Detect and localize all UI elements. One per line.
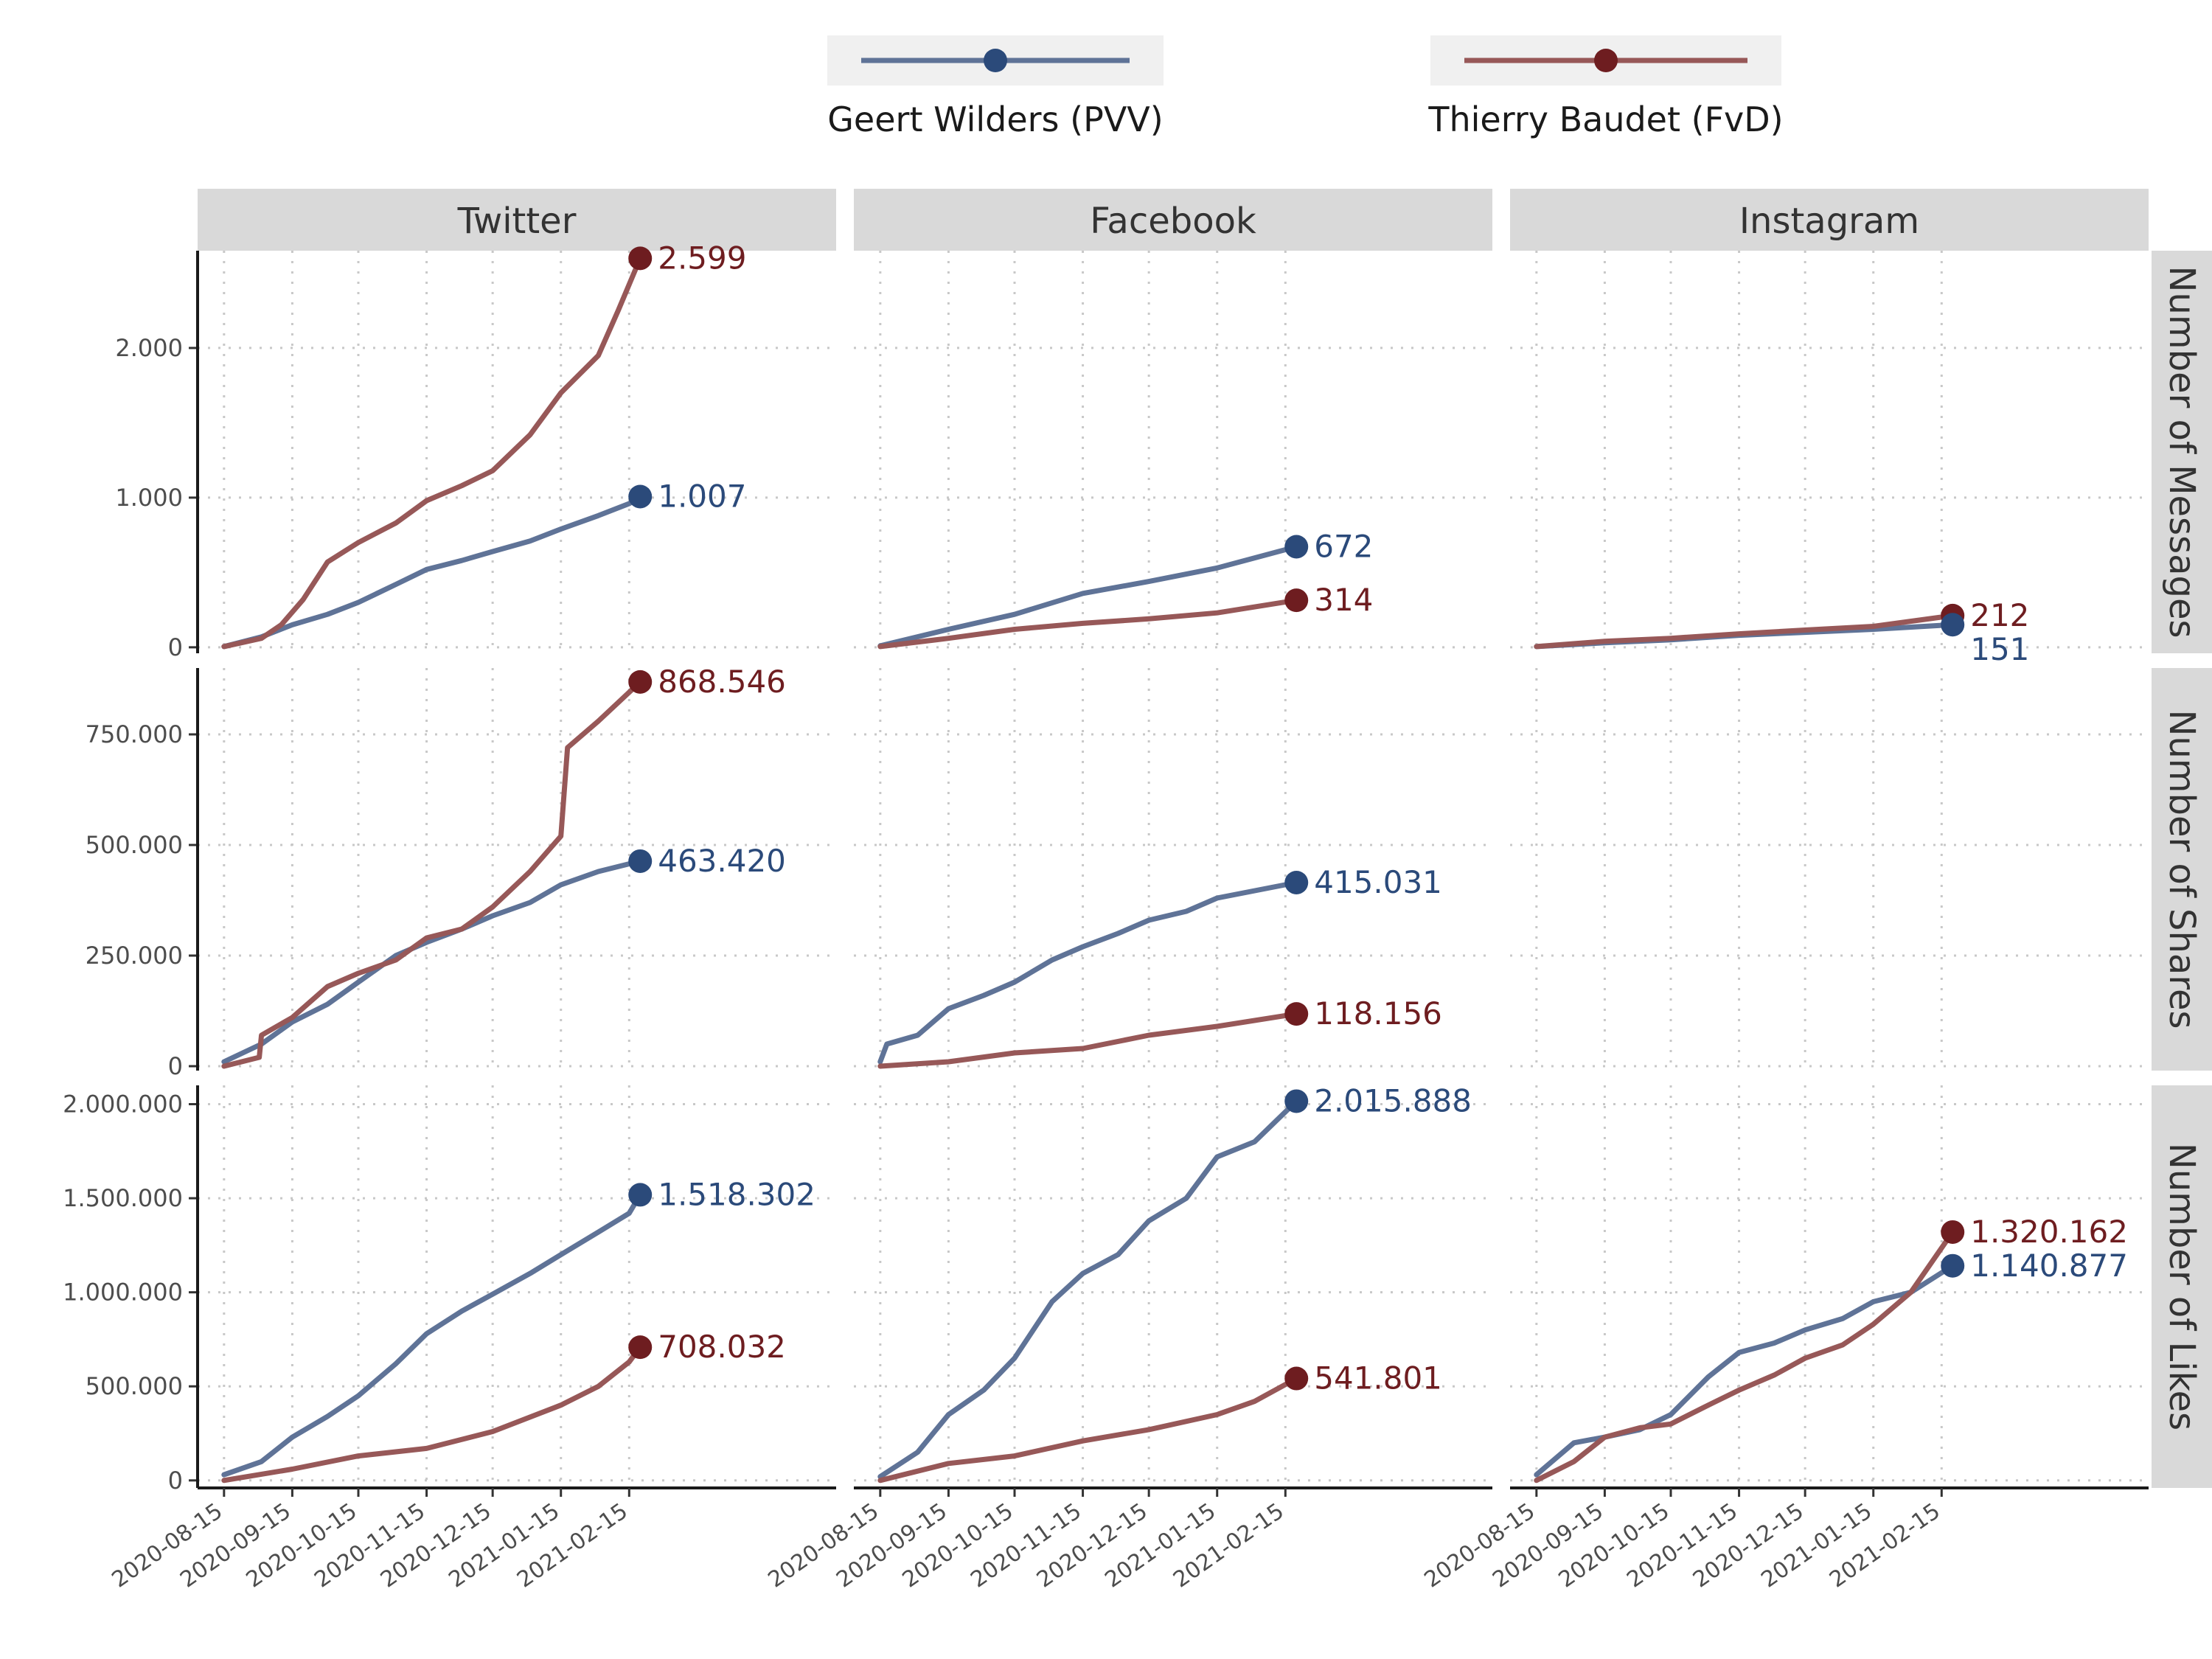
end-label-geert-wilders-pvv-facebook-likes: 2.015.888 (1314, 1082, 1472, 1119)
legend-marker-fvd (1594, 49, 1618, 72)
y-tick-label: 500.000 (86, 1372, 183, 1400)
end-point-geert-wilders-pvv-facebook-shares (1284, 870, 1309, 894)
end-label-geert-wilders-pvv-twitter-messages: 1.007 (658, 478, 746, 514)
line-thierry-baudet-fvd-instagram-likes (1534, 1229, 1955, 1484)
end-point-thierry-baudet-fvd-facebook-shares (1284, 1002, 1309, 1026)
end-label-thierry-baudet-fvd-twitter-messages: 2.599 (658, 240, 746, 276)
column-strips: Twitter Facebook Instagram (198, 189, 2149, 251)
end-label-geert-wilders-pvv-instagram-messages: 151 (1970, 631, 2029, 667)
end-point-thierry-baudet-fvd-facebook-messages (1284, 588, 1309, 613)
line-geert-wilders-pvv-twitter-messages (221, 494, 643, 650)
y-tick-label: 500.000 (86, 831, 183, 859)
line-geert-wilders-pvv-facebook-messages (877, 544, 1299, 649)
end-point-thierry-baudet-fvd-instagram-likes (1941, 1220, 1965, 1244)
end-label-geert-wilders-pvv-twitter-likes: 1.518.302 (658, 1176, 815, 1212)
line-thierry-baudet-fvd-twitter-likes (221, 1344, 643, 1484)
y-tick-label: 1.500.000 (63, 1184, 183, 1212)
strip-instagram (1510, 189, 2149, 251)
y-tick-label: 1.000.000 (63, 1279, 183, 1307)
end-point-geert-wilders-pvv-instagram-messages (1941, 613, 1965, 637)
line-geert-wilders-pvv-twitter-likes (221, 1192, 643, 1478)
line-thierry-baudet-fvd-twitter-messages (221, 255, 643, 650)
line-geert-wilders-pvv-facebook-shares (877, 880, 1299, 1065)
y-tick-label: 0 (168, 1052, 183, 1080)
strip-label-likes: Number of Likes (2161, 1143, 2202, 1430)
end-label-thierry-baudet-fvd-instagram-messages: 212 (1970, 597, 2029, 633)
end-label-thierry-baudet-fvd-instagram-likes: 1.320.162 (1970, 1214, 2128, 1250)
strip-label-shares: Number of Shares (2161, 709, 2202, 1029)
end-label-thierry-baudet-fvd-facebook-messages: 314 (1314, 582, 1373, 618)
end-point-geert-wilders-pvv-twitter-messages (628, 484, 653, 509)
legend-label-pvv: Geert Wilders (PVV) (827, 100, 1163, 139)
end-point-thierry-baudet-fvd-twitter-likes (628, 1335, 653, 1360)
line-thierry-baudet-fvd-instagram-messages (1534, 613, 1955, 650)
y-tick-label: 2.000.000 (63, 1091, 183, 1119)
strip-twitter (198, 189, 836, 251)
end-label-thierry-baudet-fvd-facebook-likes: 541.801 (1314, 1360, 1442, 1397)
end-label-geert-wilders-pvv-instagram-likes: 1.140.877 (1970, 1248, 2128, 1284)
legend-label-fvd: Thierry Baudet (FvD) (1427, 100, 1783, 139)
y-tick-label: 750.000 (86, 720, 183, 748)
strip-likes (2152, 1085, 2212, 1488)
end-point-geert-wilders-pvv-facebook-likes (1284, 1089, 1309, 1113)
strip-shares (2152, 668, 2212, 1071)
end-label-geert-wilders-pvv-facebook-shares: 415.031 (1314, 864, 1442, 900)
end-point-geert-wilders-pvv-twitter-likes (628, 1183, 653, 1207)
line-geert-wilders-pvv-twitter-shares (221, 858, 643, 1065)
end-point-thierry-baudet-fvd-twitter-shares (628, 669, 653, 694)
legend-marker-pvv (984, 49, 1007, 72)
legend-item-pvv: Geert Wilders (PVV) (827, 35, 1164, 139)
line-thierry-baudet-fvd-facebook-likes (877, 1376, 1299, 1484)
end-label-thierry-baudet-fvd-facebook-shares: 118.156 (1314, 995, 1442, 1032)
line-thierry-baudet-fvd-facebook-messages (877, 597, 1299, 650)
strip-label-messages: Number of Messages (2161, 266, 2202, 639)
lines-layer (221, 255, 1955, 1484)
end-point-thierry-baudet-fvd-twitter-messages (628, 246, 653, 271)
end-point-geert-wilders-pvv-facebook-messages (1284, 535, 1309, 559)
y-tick-label: 1.000 (115, 484, 183, 512)
strip-facebook (854, 189, 1492, 251)
line-thierry-baudet-fvd-twitter-shares (221, 679, 643, 1069)
end-point-thierry-baudet-fvd-facebook-likes (1284, 1366, 1309, 1391)
legend: Geert Wilders (PVV) Thierry Baudet (FvD) (827, 35, 1784, 139)
line-thierry-baudet-fvd-facebook-shares (877, 1011, 1299, 1069)
legend-item-fvd: Thierry Baudet (FvD) (1427, 35, 1784, 139)
end-label-geert-wilders-pvv-facebook-messages: 672 (1314, 528, 1373, 564)
strip-label-twitter: Twitter (457, 201, 577, 242)
line-geert-wilders-pvv-facebook-likes (877, 1099, 1299, 1480)
y-tick-label: 0 (168, 633, 183, 661)
y-tick-label: 0 (168, 1467, 183, 1495)
y-tick-label: 2.000 (115, 334, 183, 362)
end-label-thierry-baudet-fvd-twitter-likes: 708.032 (658, 1329, 786, 1365)
y-tick-label: 250.000 (86, 942, 183, 970)
end-point-geert-wilders-pvv-twitter-shares (628, 849, 653, 873)
end-label-thierry-baudet-fvd-twitter-shares: 868.546 (658, 664, 786, 700)
strip-messages (2152, 251, 2212, 653)
row-strips: Number of Messages Number of Shares Numb… (2152, 251, 2212, 1488)
end-point-geert-wilders-pvv-instagram-likes (1941, 1253, 1965, 1278)
end-label-geert-wilders-pvv-twitter-shares: 463.420 (658, 843, 786, 879)
strip-label-instagram: Instagram (1739, 201, 1919, 242)
strip-label-facebook: Facebook (1090, 201, 1256, 242)
